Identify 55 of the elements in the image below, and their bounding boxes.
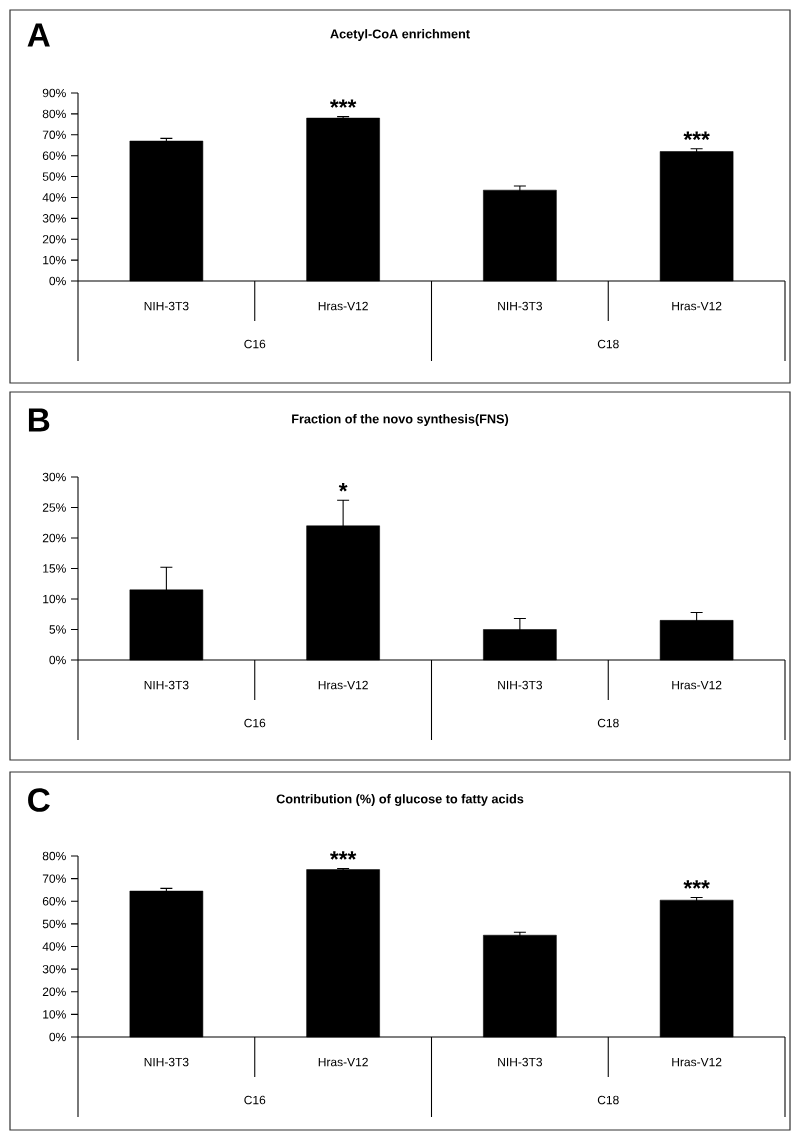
text: C16 — [244, 718, 266, 728]
text: C16 — [244, 339, 266, 349]
chart-title: Acetyl-CoA enrichment — [330, 29, 470, 41]
text: C18 — [597, 718, 619, 728]
y-tick-label: 0% — [49, 655, 66, 665]
y-tick-label: 50% — [42, 172, 66, 181]
text: C — [28, 788, 50, 812]
text: C16 — [244, 1095, 266, 1105]
x-tick-label: NIH-3T3 — [144, 301, 189, 311]
y-tick-label: 70% — [42, 130, 66, 140]
x-tick-label: Hras-V12 — [318, 1057, 368, 1067]
y-tick-label: 20% — [42, 533, 66, 543]
annotation: *** — [329, 851, 357, 860]
x-tick-label: NIH-3T3 — [498, 1057, 543, 1067]
x-tick-label: NIH-3T3 — [498, 301, 543, 311]
y-tick-label: 40% — [42, 193, 66, 202]
annotation: *** — [329, 99, 357, 108]
text: A — [27, 23, 50, 47]
y-tick-label: 50% — [42, 919, 66, 929]
chart-title: Fraction of the novo synthesis(FNS) — [292, 414, 509, 426]
y-tick-label: 60% — [42, 151, 66, 160]
x-tick-label: Hras-V12 — [672, 301, 722, 311]
x-tick-label: Hras-V12 — [672, 680, 722, 690]
text: B — [28, 408, 50, 432]
y-tick-label: 10% — [43, 255, 66, 265]
y-tick-label: 70% — [42, 874, 66, 883]
y-tick-label: 20% — [42, 234, 66, 244]
y-tick-label: 25% — [42, 503, 66, 512]
y-tick-label: 0% — [49, 276, 66, 286]
y-tick-label: 30% — [42, 214, 66, 223]
y-tick-label: 80% — [42, 109, 66, 119]
annotation: * — [338, 483, 348, 492]
y-tick-label: 90% — [42, 88, 66, 98]
x-tick-label: Hras-V12 — [318, 680, 368, 690]
y-tick-label: 0% — [49, 1032, 66, 1042]
y-tick-label: 15% — [43, 564, 66, 573]
annotation: *** — [683, 880, 710, 889]
y-tick-label: 10% — [43, 594, 66, 604]
text: C18 — [597, 339, 619, 349]
x-tick-label: NIH-3T3 — [144, 680, 189, 690]
x-tick-label: NIH-3T3 — [498, 680, 543, 690]
y-tick-label: 40% — [42, 942, 66, 951]
text: C18 — [597, 1095, 619, 1105]
y-tick-label: 10% — [43, 1010, 66, 1019]
y-tick-label: 30% — [42, 964, 66, 974]
x-tick-label: NIH-3T3 — [144, 1057, 189, 1067]
y-tick-label: 30% — [42, 472, 66, 482]
annotation: *** — [683, 131, 710, 141]
x-tick-label: Hras-V12 — [672, 1057, 722, 1067]
y-tick-label: 60% — [42, 897, 66, 906]
chart-title: Contribution (%) of glucose to fatty acids — [276, 794, 524, 806]
y-tick-label: 80% — [42, 851, 66, 861]
x-tick-label: Hras-V12 — [318, 301, 368, 311]
y-tick-label: 20% — [42, 987, 66, 997]
y-tick-label: 5% — [49, 625, 66, 634]
